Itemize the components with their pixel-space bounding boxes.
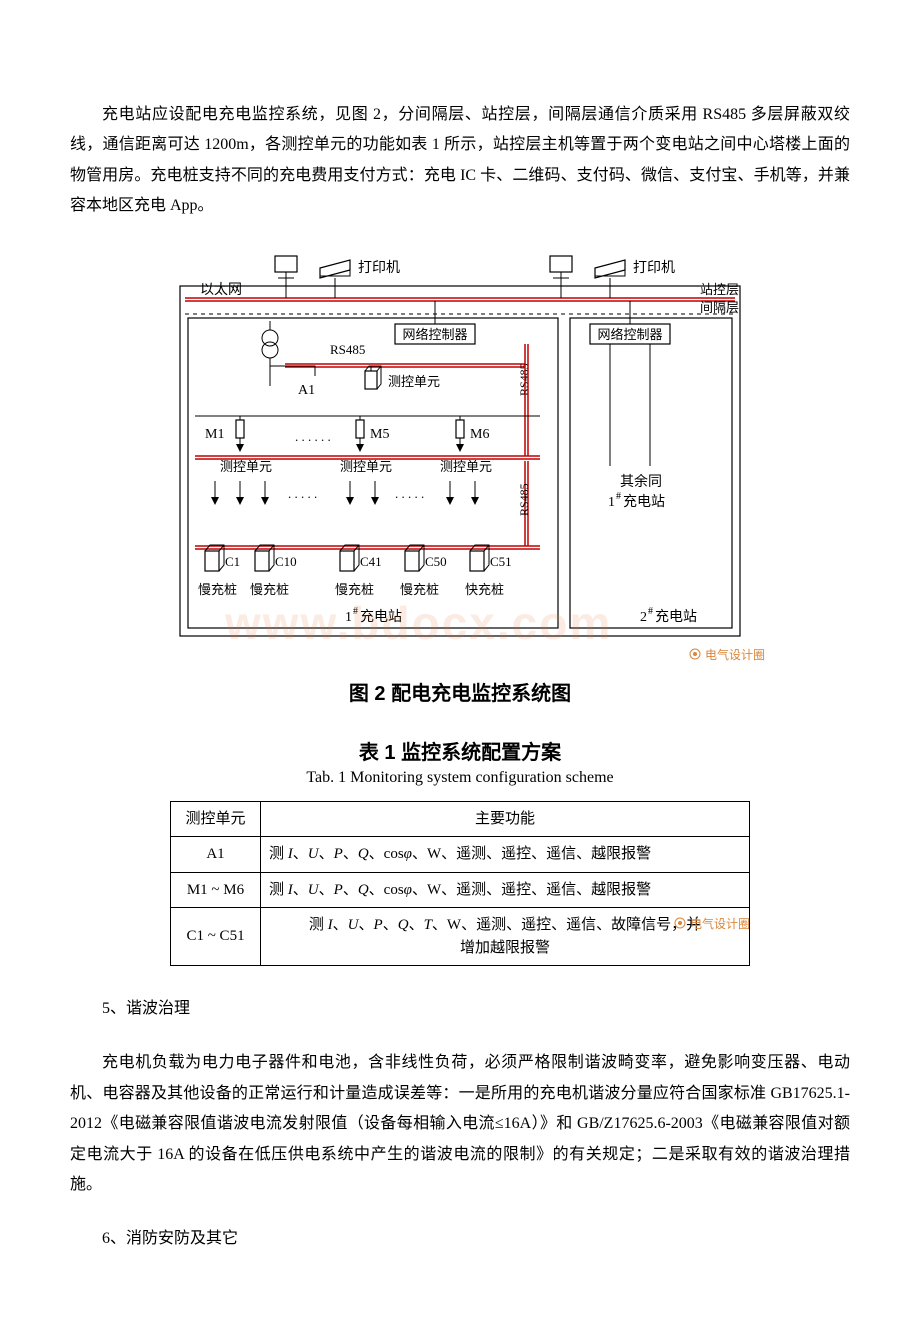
monitoring-system-diagram: 打印机 打印机 以太网 站控层 间隔层 网络控制器 网络控制器 [170,246,750,666]
table-row: A1 测 I、U、P、Q、cosφ、W、遥测、遥控、遥信、越限报警 [171,837,750,873]
svg-text:充电站: 充电站 [655,609,697,625]
svg-text:充电站: 充电站 [360,609,402,625]
figure-2: www.bdocx.com 电气设计圈 打印机 打印机 以太网 [70,246,850,706]
table-header-row: 测控单元 主要功能 [171,801,750,837]
net-controller-label: 网络控制器 [402,327,467,342]
svg-text:其余同: 其余同 [620,473,662,490]
svg-text:#: # [616,491,621,502]
logo-eq-design-2: 电气设计圈 [673,915,750,932]
svg-text:M1: M1 [205,427,224,442]
printer-label: 打印机 [358,259,400,276]
table-row: M1 ~ M6 测 I、U、P、Q、cosφ、W、遥测、遥控、遥信、越限报警 [171,872,750,908]
svg-text:慢充桩: 慢充桩 [250,582,289,597]
svg-text:RS485: RS485 [517,483,531,516]
svg-text:C41: C41 [360,554,382,569]
ethernet-label: 以太网 [200,282,242,298]
section-5-para: 充电机负载为电力电子器件和电池，含非线性负荷，必须严格限制谐波畸变率，避免影响变… [70,1048,850,1200]
svg-text:测控单元: 测控单元 [440,459,492,474]
svg-text:测控单元: 测控单元 [220,459,272,474]
svg-text:打印机: 打印机 [633,259,675,276]
intro-paragraph: 充电站应设配电充电监控系统，见图 2，分间隔层、站控层，间隔层通信介质采用 RS… [70,100,850,222]
svg-text:网络控制器: 网络控制器 [597,327,662,342]
col-func: 主要功能 [261,801,750,837]
svg-text:RS485: RS485 [517,363,531,396]
svg-text:快充桩: 快充桩 [465,582,504,597]
col-unit: 测控单元 [171,801,261,837]
svg-text:C51: C51 [490,554,512,569]
svg-text:. . . . . .: . . . . . . [295,429,331,444]
svg-text:. . . . .: . . . . . [288,486,317,501]
svg-text:#: # [648,606,653,617]
svg-text:2: 2 [640,610,647,625]
svg-text:A1: A1 [298,383,315,398]
svg-text:1: 1 [608,495,615,510]
section-6-heading: 6、消防安防及其它 [70,1224,850,1254]
monitor-icon [275,256,297,278]
svg-text:C50: C50 [425,554,447,569]
svg-text:C1: C1 [225,554,240,569]
table-1-title: 表 1 监控系统配置方案 Tab. 1 Monitoring system co… [70,736,850,787]
mcu-label: 测控单元 [388,374,440,389]
svg-text:慢充桩: 慢充桩 [400,582,439,597]
svg-text:充电站: 充电站 [623,494,665,510]
section-5-heading: 5、谐波治理 [70,994,850,1024]
rs485-label: RS485 [330,342,365,357]
station-layer-label: 站控层 [700,282,739,297]
figure-2-caption: 图 2 配电充电监控系统图 [70,677,850,706]
svg-text:M5: M5 [370,427,389,442]
svg-text:1: 1 [345,610,352,625]
svg-text:. . . . .: . . . . . [395,486,424,501]
monitoring-config-table: 测控单元 主要功能 A1 测 I、U、P、Q、cosφ、W、遥测、遥控、遥信、越… [170,801,750,967]
svg-text:慢充桩: 慢充桩 [198,582,237,597]
svg-text:C10: C10 [275,554,297,569]
svg-text:#: # [353,606,358,617]
bay-layer-label: 间隔层 [700,300,739,315]
logo-eq-design: 电气设计圈 [688,646,765,663]
printer-icon [320,260,350,278]
svg-text:慢充桩: 慢充桩 [335,582,374,597]
table-row: C1 ~ C51 测 I、U、P、Q、T、W、遥测、遥控、遥信、故障信号，并增加… [171,908,750,966]
svg-text:测控单元: 测控单元 [340,459,392,474]
svg-text:M6: M6 [470,427,489,442]
